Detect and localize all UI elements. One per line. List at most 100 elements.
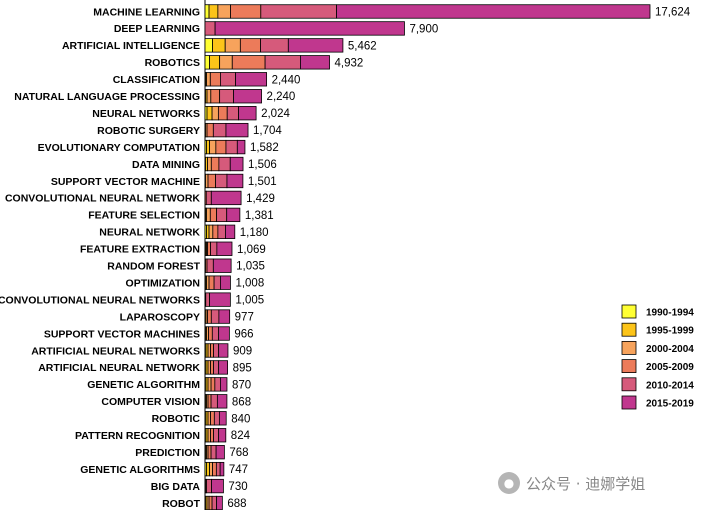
value-label-laparoscopy: 977 — [235, 312, 254, 324]
bar-segment-artificial-intelligence-2010-2014 — [260, 38, 289, 53]
bar-segment-genetic-algorithm-2010-2014 — [214, 377, 221, 392]
category-label-robotics: ROBOTICS — [145, 57, 200, 69]
bar-segment-feature-extraction-2015-2019 — [216, 241, 233, 256]
legend-swatch-2015-2019 — [621, 395, 637, 410]
bar-segment-evolutionary-computation-2015-2019 — [236, 139, 246, 155]
value-label-convolutional-neural-network: 1,429 — [246, 193, 275, 205]
bar-segment-neural-networks-2010-2014 — [226, 106, 239, 121]
category-label-classification: CLASSIFICATION — [113, 74, 200, 86]
category-label-deep-learning: DEEP LEARNING — [114, 23, 200, 35]
category-label-convolutional-neural-network: CONVOLUTIONAL NEURAL NETWORK — [5, 193, 200, 205]
bar-segment-artificial-intelligence-2015-2019 — [287, 38, 344, 53]
bar-segment-robot-2010-2014 — [211, 495, 218, 510]
bar-segment-robotic-2010-2014 — [213, 411, 220, 426]
bar-segment-convolutional-neural-network-2010-2014 — [205, 190, 212, 206]
category-label-convolutional-neural-networks: CONVOLUTIONAL NEURAL NETWORKS — [0, 294, 200, 306]
value-label-optimization: 1,008 — [235, 278, 264, 290]
bar-segment-evolutionary-computation-2000-2004 — [209, 139, 217, 155]
bar-segment-genetic-algorithm-2015-2019 — [220, 377, 228, 392]
chart-labels: MACHINE LEARNING 17,624 DEEP LEARNING 7,900… — [0, 6, 691, 510]
value-label-prediction: 768 — [229, 447, 248, 459]
category-label-support-vector-machine: SUPPORT VECTOR MACHINE — [51, 176, 200, 188]
category-label-genetic-algorithm: GENETIC ALGORITHM — [87, 379, 200, 391]
bar-segment-artificial-neural-networks-2010-2014 — [213, 343, 220, 358]
value-label-computer-vision: 868 — [232, 396, 251, 408]
bar-segment-neural-networks-2005-2009 — [217, 106, 228, 121]
bar-segment-artificial-intelligence-1995-1999 — [212, 38, 226, 53]
bar-segment-genetic-algorithms-2010-2014 — [215, 461, 221, 477]
bar-segment-feature-extraction-2005-2009 — [207, 241, 211, 256]
category-label-laparoscopy: LAPAROSCOPY — [120, 311, 200, 323]
value-label-artificial-neural-network: 895 — [233, 362, 252, 374]
category-label-robot: ROBOT — [162, 498, 201, 510]
bar-segment-support-vector-machines-2010-2014 — [211, 326, 220, 341]
value-label-pattern-recognition: 824 — [231, 430, 251, 442]
legend-swatch-2000-2004 — [621, 340, 637, 355]
category-label-artificial-intelligence: ARTIFICIAL INTELLIGENCE — [62, 40, 200, 52]
value-label-random-forest: 1,035 — [236, 261, 265, 273]
bar-segment-support-vector-machine-2005-2009 — [207, 173, 217, 189]
watermark: ● 公众号 · 迪娜学姐 — [498, 472, 645, 494]
legend-label-2000-2004: 2000-2004 — [646, 344, 694, 355]
bar-segment-computer-vision-2005-2009 — [207, 394, 212, 409]
category-label-feature-selection: FEATURE SELECTION — [88, 210, 200, 222]
bar-segment-machine-learning-1990-1994 — [204, 4, 210, 19]
category-label-big-data: BIG DATA — [151, 481, 201, 493]
legend-swatch-2005-2009 — [621, 359, 637, 374]
category-label-artificial-neural-networks: ARTIFICIAL NEURAL NETWORKS — [31, 345, 200, 357]
category-label-feature-extraction: FEATURE EXTRACTION — [80, 244, 200, 256]
bar-segment-artificial-intelligence-2005-2009 — [239, 38, 261, 53]
bar-segment-big-data-2010-2014 — [206, 478, 212, 494]
bar-segment-prediction-2010-2014 — [210, 445, 217, 460]
bar-segment-laparoscopy-2015-2019 — [218, 309, 231, 324]
bar-segment-data-mining-2005-2009 — [210, 156, 220, 172]
category-label-neural-network: NEURAL NETWORK — [99, 227, 200, 239]
bar-segment-artificial-neural-networks-2015-2019 — [218, 343, 229, 358]
bar-segment-artificial-neural-network-2010-2014 — [213, 360, 220, 375]
bar-segment-genetic-algorithms-2005-2009 — [212, 461, 217, 477]
category-label-evolutionary-computation: EVOLUTIONARY COMPUTATION — [38, 142, 200, 154]
bar-segment-robotics-2010-2014 — [264, 55, 301, 70]
value-label-convolutional-neural-networks: 1,005 — [235, 295, 264, 307]
bar-segment-robot-2005-2009 — [208, 495, 213, 510]
bar-segment-natural-language-processing-2010-2014 — [219, 89, 234, 104]
category-label-machine-learning: MACHINE LEARNING — [93, 6, 200, 18]
bar-segment-classification-2005-2009 — [209, 72, 221, 87]
bar-segment-natural-language-processing-2005-2009 — [210, 89, 221, 104]
category-label-optimization: OPTIMIZATION — [126, 277, 200, 289]
legend-label-1990-1994: 1990-1994 — [646, 308, 694, 319]
bar-segment-evolutionary-computation-2005-2009 — [215, 139, 227, 155]
bar-segment-data-mining-2010-2014 — [218, 156, 231, 172]
value-label-natural-language-processing: 2,240 — [267, 91, 296, 103]
bar-segment-artificial-intelligence-1990-1994 — [204, 38, 213, 53]
bar-segment-robotics-1990-1994 — [204, 55, 210, 70]
watermark-text: 公众号 · 迪娜学姐 — [526, 474, 646, 493]
bar-segment-convolutional-neural-networks-2010-2014 — [205, 292, 210, 307]
bar-segment-natural-language-processing-2015-2019 — [233, 89, 262, 104]
value-label-support-vector-machines: 966 — [234, 329, 253, 341]
category-label-robotic: ROBOTIC — [152, 413, 201, 425]
bar-segment-robot-2015-2019 — [216, 495, 223, 510]
bar-segment-robotics-2000-2004 — [219, 55, 233, 70]
category-label-artificial-neural-network: ARTIFICIAL NEURAL NETWORK — [38, 362, 200, 374]
bar-segment-machine-learning-2005-2009 — [230, 4, 262, 19]
legend-label-2010-2014: 2010-2014 — [646, 380, 694, 391]
bar-segment-classification-2000-2004 — [206, 72, 211, 87]
bar-segment-genetic-algorithm-2000-2004 — [207, 377, 212, 392]
bar-segment-natural-language-processing-2000-2004 — [206, 89, 212, 104]
value-label-robotics: 4,932 — [335, 57, 364, 69]
bar-segment-optimization-2005-2009 — [208, 275, 215, 290]
bar-segment-prediction-2005-2009 — [207, 445, 212, 460]
bar-segment-prediction-2015-2019 — [215, 445, 225, 460]
bar-segment-robotic-surgery-2015-2019 — [225, 122, 249, 138]
bar-segment-feature-selection-2010-2014 — [216, 207, 228, 223]
bar-segment-machine-learning-2015-2019 — [336, 4, 651, 19]
bar-segment-neural-network-2010-2014 — [217, 224, 226, 239]
bar-segment-machine-learning-2010-2014 — [260, 4, 337, 19]
bar-segment-deep-learning-2010-2014 — [204, 21, 216, 36]
value-label-feature-selection: 1,381 — [245, 210, 274, 222]
bar-segment-robotic-surgery-2005-2009 — [206, 122, 214, 138]
bar-segment-support-vector-machine-2015-2019 — [226, 173, 244, 189]
legend-label-1995-1999: 1995-1999 — [646, 326, 694, 337]
